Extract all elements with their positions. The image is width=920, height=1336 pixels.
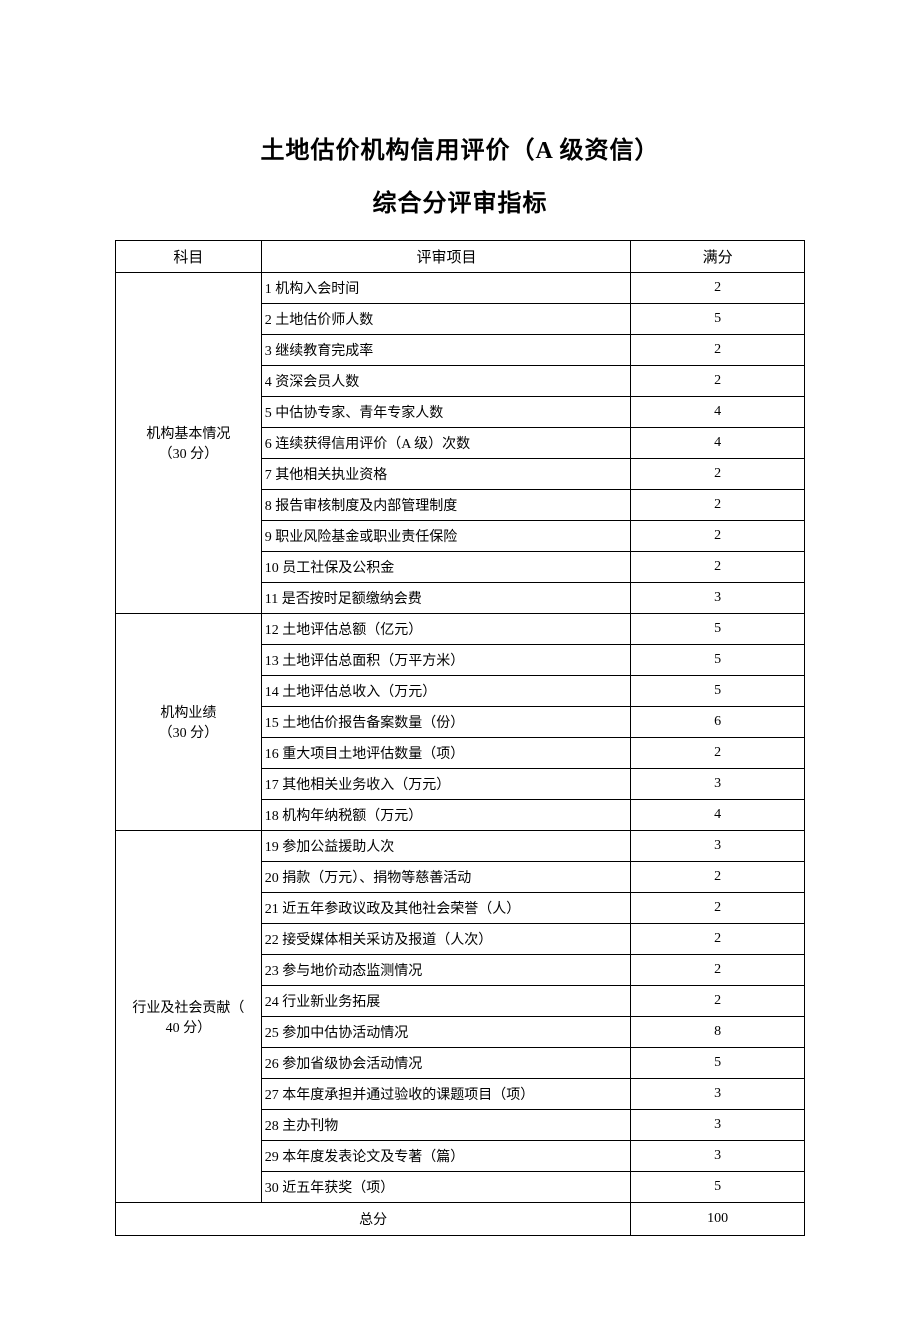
score-cell: 2 — [631, 459, 805, 490]
score-cell: 2 — [631, 955, 805, 986]
subject-cell: 行业及社会贡献（40 分） — [116, 831, 262, 1203]
item-cell: 24 行业新业务拓展 — [261, 986, 630, 1017]
total-row: 总分100 — [116, 1203, 805, 1236]
header-score: 满分 — [631, 241, 805, 273]
item-cell: 6 连续获得信用评价（A 级）次数 — [261, 428, 630, 459]
score-cell: 5 — [631, 1172, 805, 1203]
score-cell: 4 — [631, 800, 805, 831]
score-cell: 2 — [631, 924, 805, 955]
item-cell: 18 机构年纳税额（万元） — [261, 800, 630, 831]
subject-cell: 机构业绩（30 分） — [116, 614, 262, 831]
item-cell: 14 土地评估总收入（万元） — [261, 676, 630, 707]
score-cell: 2 — [631, 490, 805, 521]
item-cell: 11 是否按时足额缴纳会费 — [261, 583, 630, 614]
subject-cell: 机构基本情况（30 分） — [116, 273, 262, 614]
evaluation-table: 科目 评审项目 满分 机构基本情况（30 分）1 机构入会时间22 土地估价师人… — [115, 240, 805, 1236]
score-cell: 5 — [631, 304, 805, 335]
item-cell: 12 土地评估总额（亿元） — [261, 614, 630, 645]
score-cell: 2 — [631, 521, 805, 552]
score-cell: 4 — [631, 397, 805, 428]
item-cell: 8 报告审核制度及内部管理制度 — [261, 490, 630, 521]
score-cell: 3 — [631, 1141, 805, 1172]
item-cell: 16 重大项目土地评估数量（项） — [261, 738, 630, 769]
item-cell: 2 土地估价师人数 — [261, 304, 630, 335]
item-cell: 25 参加中估协活动情况 — [261, 1017, 630, 1048]
table-row: 行业及社会贡献（40 分）19 参加公益援助人次3 — [116, 831, 805, 862]
score-cell: 2 — [631, 738, 805, 769]
item-cell: 19 参加公益援助人次 — [261, 831, 630, 862]
score-cell: 2 — [631, 366, 805, 397]
score-cell: 3 — [631, 1110, 805, 1141]
item-cell: 7 其他相关执业资格 — [261, 459, 630, 490]
score-cell: 2 — [631, 986, 805, 1017]
score-cell: 5 — [631, 1048, 805, 1079]
item-cell: 10 员工社保及公积金 — [261, 552, 630, 583]
score-cell: 2 — [631, 273, 805, 304]
score-cell: 5 — [631, 614, 805, 645]
item-cell: 28 主办刊物 — [261, 1110, 630, 1141]
score-cell: 6 — [631, 707, 805, 738]
table-row: 机构基本情况（30 分）1 机构入会时间2 — [116, 273, 805, 304]
item-cell: 29 本年度发表论文及专著（篇） — [261, 1141, 630, 1172]
item-cell: 4 资深会员人数 — [261, 366, 630, 397]
score-cell: 5 — [631, 676, 805, 707]
item-cell: 3 继续教育完成率 — [261, 335, 630, 366]
score-cell: 3 — [631, 769, 805, 800]
score-cell: 3 — [631, 1079, 805, 1110]
document-title-line1: 土地估价机构信用评价（A 级资信） — [115, 130, 805, 165]
table-row: 机构业绩（30 分）12 土地评估总额（亿元）5 — [116, 614, 805, 645]
score-cell: 3 — [631, 583, 805, 614]
total-value-cell: 100 — [631, 1203, 805, 1236]
score-cell: 4 — [631, 428, 805, 459]
item-cell: 15 土地估价报告备案数量（份） — [261, 707, 630, 738]
score-cell: 2 — [631, 335, 805, 366]
score-cell: 8 — [631, 1017, 805, 1048]
item-cell: 17 其他相关业务收入（万元） — [261, 769, 630, 800]
item-cell: 22 接受媒体相关采访及报道（人次） — [261, 924, 630, 955]
item-cell: 20 捐款（万元）、捐物等慈善活动 — [261, 862, 630, 893]
item-cell: 23 参与地价动态监测情况 — [261, 955, 630, 986]
score-cell: 2 — [631, 552, 805, 583]
total-label-cell: 总分 — [116, 1203, 631, 1236]
item-cell: 1 机构入会时间 — [261, 273, 630, 304]
score-cell: 2 — [631, 893, 805, 924]
score-cell: 5 — [631, 645, 805, 676]
item-cell: 30 近五年获奖（项） — [261, 1172, 630, 1203]
score-cell: 3 — [631, 831, 805, 862]
header-subject: 科目 — [116, 241, 262, 273]
item-cell: 9 职业风险基金或职业责任保险 — [261, 521, 630, 552]
item-cell: 21 近五年参政议政及其他社会荣誉（人） — [261, 893, 630, 924]
item-cell: 27 本年度承担并通过验收的课题项目（项） — [261, 1079, 630, 1110]
table-header-row: 科目 评审项目 满分 — [116, 241, 805, 273]
score-cell: 2 — [631, 862, 805, 893]
header-item: 评审项目 — [261, 241, 630, 273]
document-title-line2: 综合分评审指标 — [115, 183, 805, 218]
item-cell: 13 土地评估总面积（万平方米） — [261, 645, 630, 676]
item-cell: 5 中估协专家、青年专家人数 — [261, 397, 630, 428]
item-cell: 26 参加省级协会活动情况 — [261, 1048, 630, 1079]
